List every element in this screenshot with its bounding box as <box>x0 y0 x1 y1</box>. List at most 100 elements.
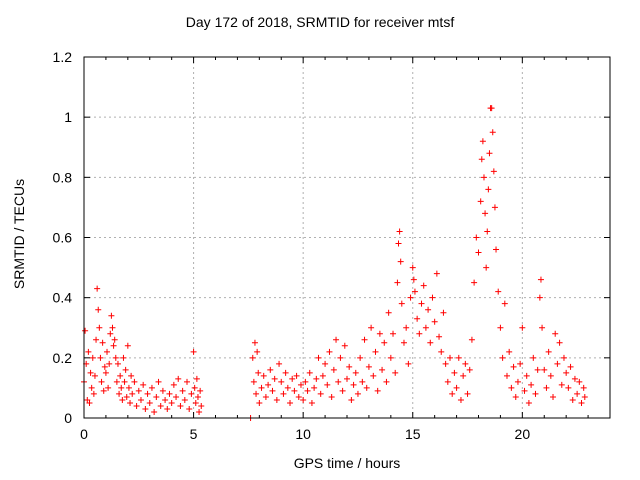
data-point <box>284 384 291 391</box>
data-point <box>297 381 304 388</box>
data-point <box>483 264 490 271</box>
data-point <box>547 372 554 379</box>
data-point <box>387 354 394 361</box>
data-point <box>291 387 298 394</box>
data-point <box>436 333 443 340</box>
data-point <box>466 366 473 373</box>
data-point <box>333 336 340 343</box>
data-point <box>484 228 491 235</box>
data-point <box>425 306 432 313</box>
data-point <box>442 360 449 367</box>
data-point <box>508 384 515 391</box>
data-point <box>107 330 114 337</box>
data-point <box>86 399 93 406</box>
data-point <box>499 354 506 361</box>
data-point <box>578 399 585 406</box>
data-point <box>121 378 128 385</box>
y-tick-label: 1.2 <box>53 49 73 65</box>
data-point <box>93 336 100 343</box>
data-point <box>193 375 200 382</box>
y-tick-label: 1 <box>64 109 72 125</box>
data-point <box>576 378 583 385</box>
data-point <box>88 384 95 391</box>
data-point <box>482 210 489 217</box>
data-point <box>179 387 186 394</box>
data-point <box>350 381 357 388</box>
data-point <box>181 396 188 403</box>
data-point <box>532 390 539 397</box>
data-point <box>478 156 485 163</box>
data-point <box>440 309 447 316</box>
data-point <box>418 300 425 307</box>
data-point <box>427 339 434 346</box>
data-point <box>341 342 348 349</box>
data-point <box>255 369 262 376</box>
data-point <box>521 387 528 394</box>
data-point <box>287 399 294 406</box>
data-point <box>91 372 98 379</box>
data-point <box>405 360 412 367</box>
data-point <box>519 324 526 331</box>
data-point <box>99 339 106 346</box>
data-point <box>488 105 495 112</box>
data-point <box>87 369 94 376</box>
data-point <box>123 393 130 400</box>
data-point <box>97 354 104 361</box>
data-point <box>128 372 135 379</box>
data-point <box>352 369 359 376</box>
data-point <box>114 360 121 367</box>
data-point <box>326 348 333 355</box>
data-point <box>271 375 278 382</box>
data-point <box>550 393 557 400</box>
x-axis-label: GPS time / hours <box>293 455 401 471</box>
data-point <box>190 348 197 355</box>
data-point <box>82 327 89 334</box>
data-point <box>98 378 105 385</box>
data-point <box>250 378 257 385</box>
data-point <box>447 354 454 361</box>
data-point <box>495 288 502 295</box>
data-point <box>101 363 108 370</box>
x-tick-label: 10 <box>295 426 311 442</box>
data-point <box>396 228 403 235</box>
data-point <box>186 405 193 412</box>
data-point <box>497 324 504 331</box>
data-point <box>491 204 498 211</box>
data-point <box>127 399 134 406</box>
data-point <box>144 390 151 397</box>
data-point <box>490 168 497 175</box>
data-point <box>317 390 324 397</box>
data-point <box>119 396 126 403</box>
data-point <box>397 258 404 265</box>
data-point <box>365 363 372 370</box>
data-point <box>106 360 113 367</box>
data-point <box>514 378 521 385</box>
data-point <box>486 150 493 157</box>
data-point <box>411 288 418 295</box>
data-point <box>485 186 492 193</box>
data-point <box>295 393 302 400</box>
data-point <box>137 396 144 403</box>
data-point <box>166 390 173 397</box>
data-point <box>528 381 535 388</box>
data-point <box>385 309 392 316</box>
data-point <box>198 402 205 409</box>
data-point <box>438 348 445 355</box>
data-point <box>537 276 544 283</box>
data-point <box>517 360 524 367</box>
data-point <box>116 390 123 397</box>
data-point <box>129 390 136 397</box>
data-point <box>403 324 410 331</box>
data-point <box>133 402 140 409</box>
data-point <box>276 360 283 367</box>
data-point <box>539 324 546 331</box>
x-tick-label: 20 <box>515 426 531 442</box>
data-point <box>164 405 171 412</box>
data-point <box>471 279 478 286</box>
data-point <box>541 366 548 373</box>
data-point <box>95 306 102 313</box>
data-point <box>455 354 462 361</box>
data-point <box>344 375 350 382</box>
data-point <box>262 393 269 400</box>
